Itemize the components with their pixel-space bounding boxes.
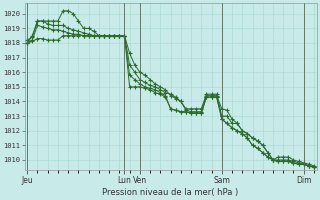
X-axis label: Pression niveau de la mer( hPa ): Pression niveau de la mer( hPa ) bbox=[102, 188, 239, 197]
